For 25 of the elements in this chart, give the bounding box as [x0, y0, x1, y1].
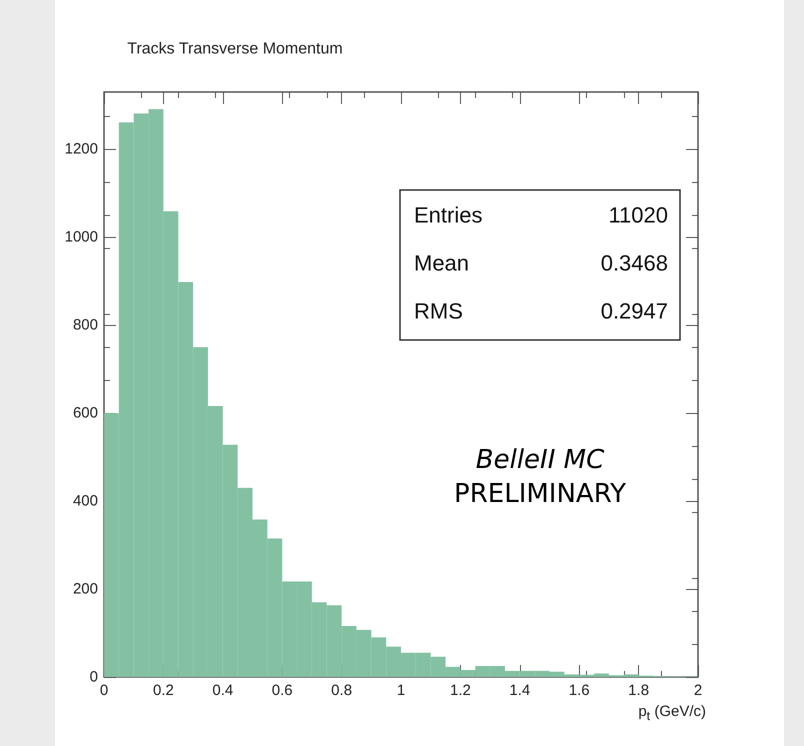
chart-title: Tracks Transverse Momentum — [127, 40, 343, 58]
x-tick-label: 1.2 — [450, 682, 471, 699]
x-axis-title: p$_{t}$ (GeV/c) — [638, 703, 706, 723]
x-tick-label: 0.2 — [152, 682, 174, 699]
x-tick-label: 2 — [694, 682, 702, 699]
x-tick-label: 0.8 — [331, 682, 352, 699]
annotation: PRELIMINARY — [454, 479, 626, 509]
y-tick-label: 200 — [72, 580, 98, 598]
text: Entries 11020 — [414, 202, 668, 228]
annotation: BelleII MC — [476, 445, 606, 475]
text: Mean 0.3468 — [414, 250, 668, 276]
x-tick-label: 0.6 — [272, 682, 293, 699]
y-tick-label: 800 — [72, 316, 98, 334]
y-tick-label: 1200 — [64, 140, 98, 158]
y-tick-label: 400 — [72, 492, 98, 510]
x-tick-label: 1.8 — [628, 682, 650, 699]
x-tick-label: 0.4 — [212, 682, 234, 699]
x-tick-label: 1.4 — [509, 682, 530, 699]
x-tick-label: 1 — [396, 682, 406, 699]
x-tick-label: 1.6 — [568, 682, 590, 699]
y-tick-label: 1000 — [64, 228, 98, 246]
y-tick-label: 0 — [90, 668, 98, 686]
y-tick-label: 600 — [72, 404, 98, 422]
text: RMS 0.2947 — [414, 298, 668, 324]
x-tick-label: 0 — [100, 682, 108, 699]
